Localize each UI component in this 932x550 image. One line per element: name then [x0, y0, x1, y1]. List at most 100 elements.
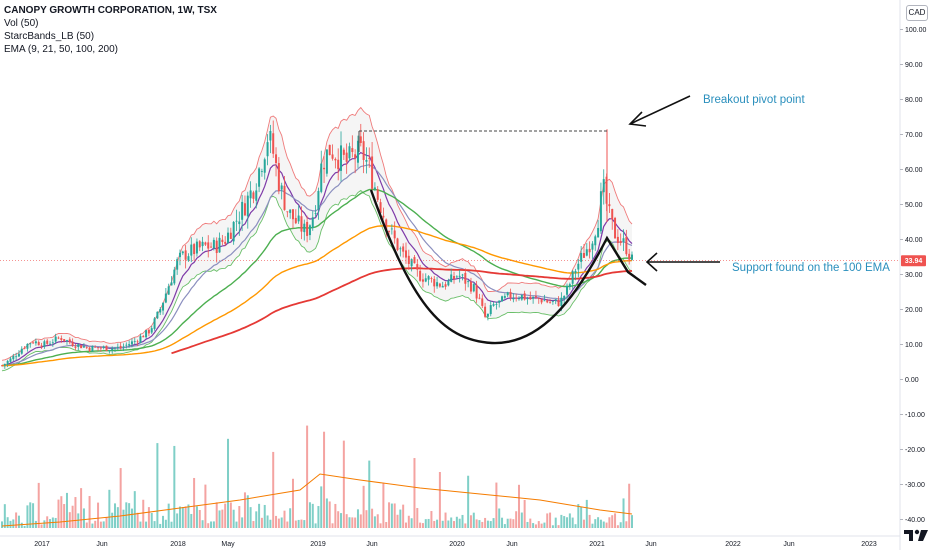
- candle-body: [243, 203, 246, 216]
- candle-body: [325, 149, 328, 174]
- candle-body: [475, 284, 478, 299]
- volume-bar: [269, 519, 272, 528]
- candle-body: [481, 298, 484, 306]
- candle-body: [57, 337, 60, 339]
- candle-body: [32, 342, 35, 344]
- legend-title[interactable]: CANOPY GROWTH CORPORATION, 1W, TSX: [4, 5, 217, 16]
- tradingview-logo-icon[interactable]: [903, 527, 929, 545]
- volume-bar: [563, 516, 566, 528]
- candle-body: [416, 264, 419, 270]
- x-tick-label: 2020: [449, 541, 465, 548]
- candle-body: [105, 345, 108, 351]
- candle-body: [29, 343, 32, 345]
- currency-button[interactable]: CAD: [906, 5, 928, 21]
- volume-bar: [619, 522, 622, 528]
- volume-bar: [323, 431, 326, 528]
- volume-bar: [258, 503, 261, 528]
- candle-body: [436, 282, 439, 287]
- candle-body: [354, 154, 357, 159]
- candle-body: [3, 363, 6, 366]
- candle-body: [588, 248, 591, 253]
- candle-body: [150, 328, 153, 333]
- candle-body: [272, 133, 275, 154]
- volume-bar: [238, 506, 241, 528]
- legend-ema[interactable]: EMA (9, 21, 50, 100, 200): [4, 44, 118, 55]
- candle-body: [294, 217, 297, 224]
- volume-bar: [537, 521, 540, 528]
- candle-body: [566, 285, 569, 295]
- volume-bar: [334, 503, 337, 528]
- x-tick-label: Jun: [366, 541, 377, 548]
- legend-starc-bands[interactable]: StarcBands_LB (50): [4, 31, 95, 42]
- breakout-arrow-head-icon: [628, 111, 647, 127]
- volume-bar: [608, 517, 611, 528]
- volume-bar: [29, 502, 32, 528]
- volume-bar: [447, 520, 450, 528]
- volume-bar: [574, 524, 577, 528]
- volume-bar: [498, 508, 501, 528]
- candle-body: [447, 280, 450, 286]
- candle-body: [464, 272, 467, 284]
- volume-bar: [560, 514, 563, 528]
- starc-lower-band: [1, 189, 633, 372]
- candle-body: [631, 254, 633, 260]
- cup-and-handle-curve: [369, 189, 647, 345]
- candle-body: [277, 163, 280, 192]
- candle-body: [568, 284, 571, 287]
- candle-body: [108, 350, 111, 352]
- volume-bar: [478, 520, 481, 528]
- volume-bar: [484, 517, 487, 528]
- candle-body: [421, 279, 424, 282]
- breakout-arrow-icon: [629, 95, 691, 125]
- volume-bar: [404, 522, 407, 528]
- volume-bar: [37, 482, 40, 528]
- volume-bar: [116, 507, 119, 528]
- volume-bar: [628, 483, 631, 528]
- volume-bar: [580, 506, 583, 528]
- candle-body: [427, 276, 430, 280]
- candle-body: [467, 281, 470, 283]
- volume-bar: [6, 517, 9, 528]
- candle-body: [198, 241, 201, 248]
- volume-bar: [9, 520, 12, 528]
- volume-bar: [190, 513, 193, 528]
- volume-bar: [26, 505, 29, 528]
- candle-body: [551, 301, 554, 302]
- volume-bar: [614, 513, 617, 528]
- candle-body: [159, 309, 162, 313]
- candle-body: [178, 252, 181, 258]
- volume-bar: [568, 513, 571, 528]
- volume-bar: [453, 521, 456, 528]
- volume-bar: [311, 503, 314, 528]
- x-tick-label: 2018: [170, 541, 186, 548]
- volume-bar: [71, 505, 74, 528]
- candle-body: [340, 145, 343, 171]
- candle-body: [628, 253, 631, 260]
- volume-bar: [235, 521, 238, 528]
- volume-bar: [99, 521, 102, 528]
- volume-bar: [365, 510, 368, 528]
- candle-body: [266, 142, 269, 157]
- candle-body: [342, 149, 345, 155]
- volume-bar: [17, 515, 20, 528]
- volume-bar: [402, 504, 405, 528]
- candle-body: [611, 209, 614, 220]
- volume-bar: [427, 518, 430, 528]
- candle-body: [130, 341, 133, 345]
- candle-body: [376, 189, 379, 200]
- volume-bar: [325, 498, 328, 528]
- volume-bar: [410, 518, 413, 528]
- volume-bar: [599, 519, 602, 528]
- volume-bar: [294, 520, 297, 528]
- volume-bar: [509, 518, 512, 528]
- volume-bar: [142, 499, 145, 528]
- candle-body: [317, 190, 320, 210]
- legend-volume[interactable]: Vol (50): [4, 18, 39, 29]
- volume-bar: [526, 521, 529, 528]
- candle-body: [580, 253, 583, 262]
- candle-body: [356, 140, 359, 163]
- candle-body: [320, 163, 323, 192]
- candle-body: [51, 342, 54, 344]
- volume-bar: [520, 512, 523, 528]
